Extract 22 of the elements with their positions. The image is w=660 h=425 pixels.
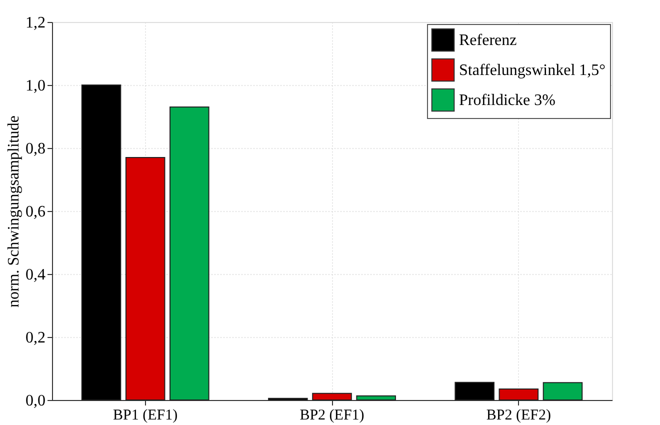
bar [312,392,352,400]
y-tick-label: 1,2 [26,14,46,32]
y-tick-label: 0,6 [26,204,46,220]
legend-label: Staffelungswinkel 1,5° [459,62,606,79]
bar [498,388,539,400]
y-tick-label: 0,4 [26,266,46,284]
x-tick-label: BP1 (EF1) [113,408,178,424]
bar [81,84,122,400]
y-tick-label: 1,0 [26,78,46,94]
bar [454,382,494,400]
y-tick-label: 0,2 [26,330,46,346]
bar [170,106,210,400]
bar [125,156,166,400]
bar [542,382,583,400]
y-tick-label: 0,8 [26,140,46,158]
legend-label: Profildicke 3% [459,92,556,109]
y-tick-label: 0,0 [26,392,46,410]
x-tick-label: BP2 (EF2) [486,408,551,424]
legend-label: Referenz [459,32,517,49]
x-tick-label: BP2 (EF1) [300,408,364,424]
bar [356,395,396,400]
y-axis-title: norm. Schwingungsamplitude [6,116,22,308]
